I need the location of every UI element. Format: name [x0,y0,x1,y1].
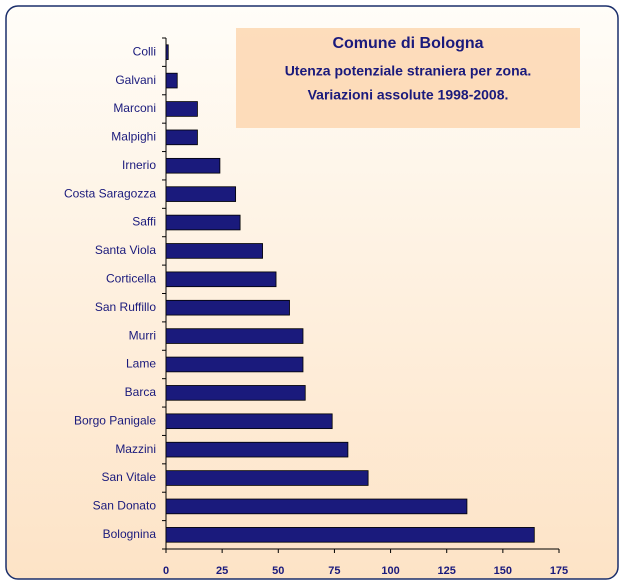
x-tick-label: 25 [216,565,228,577]
bar [165,214,241,231]
y-tick-label: Malpighi [111,130,156,144]
bar [165,356,304,373]
y-tick-label: Irnerio [122,158,156,172]
chart-title: Comune di Bologna [332,35,483,52]
y-tick-label: Santa Viola [95,243,156,257]
y-tick-label: Lame [126,357,156,371]
y-tick-label: Mazzini [115,442,156,456]
y-tick-label: San Donato [93,499,157,513]
y-tick-label: Galvani [115,73,156,87]
y-tick-label: Marconi [113,101,156,115]
x-tick-label: 75 [328,565,340,577]
bar [165,385,306,401]
y-tick-label: Corticella [106,271,156,285]
bar [165,441,349,458]
y-tick-label: Bolognina [103,527,157,541]
bar [165,527,535,543]
y-tick-label: San Vitale [102,470,157,484]
bar [165,243,263,259]
y-tick-label: Saffi [132,215,156,229]
y-tick-label: Borgo Panigale [74,413,156,427]
y-tick-label: Barca [125,385,157,399]
bar [165,157,221,174]
x-tick-label: 125 [438,565,456,577]
bar [165,328,304,344]
x-tick-label: 50 [272,565,284,577]
y-tick-label: San Ruffillo [95,300,156,314]
bar [165,271,277,288]
title-box [236,28,580,128]
bar [165,470,369,486]
bar [165,44,169,60]
bar [165,186,237,202]
bar [165,299,290,316]
bar [165,72,178,89]
x-tick-label: 0 [163,565,169,577]
bar [165,101,198,117]
y-tick-label: Costa Saragozza [64,186,156,200]
chart-subtitle: Variazioni assolute 1998-2008. [308,87,509,103]
x-tick-label: 175 [550,565,568,577]
chart-subtitle: Utenza potenziale straniera per zona. [285,63,532,79]
bar [165,498,468,515]
y-tick-label: Murri [129,328,156,342]
bar [165,129,198,146]
x-tick-label: 100 [381,565,399,577]
y-tick-label: Colli [133,44,156,58]
x-tick-label: 150 [494,565,512,577]
frame [5,5,619,580]
bar [165,413,333,430]
